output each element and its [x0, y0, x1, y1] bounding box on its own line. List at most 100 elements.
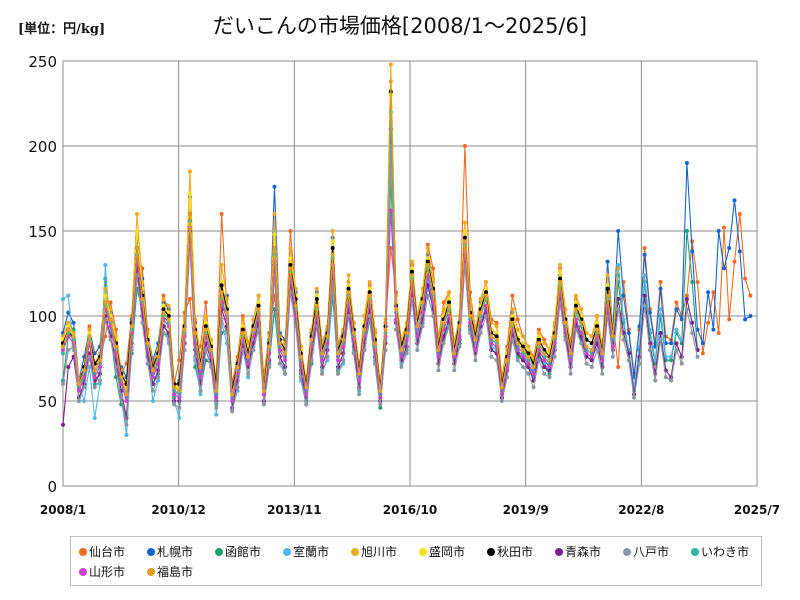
data-point: [684, 229, 689, 233]
data-point: [653, 358, 658, 363]
legend-item: 函館市: [215, 543, 261, 560]
data-point: [431, 290, 436, 295]
data-point: [642, 252, 647, 257]
data-point: [637, 361, 642, 366]
data-point: [690, 249, 695, 254]
data-point: [246, 371, 251, 376]
data-point: [240, 331, 245, 335]
data-point: [267, 365, 272, 369]
data-point: [642, 293, 647, 298]
data-point: [261, 392, 266, 397]
data-point: [716, 331, 721, 335]
data-point: [399, 348, 404, 352]
data-point: [298, 354, 303, 359]
data-point: [462, 235, 467, 240]
x-tick-label: 2025/7: [734, 503, 780, 517]
data-point: [531, 385, 536, 390]
data-point: [515, 358, 520, 363]
data-point: [452, 354, 457, 359]
data-point: [595, 324, 599, 329]
data-point: [441, 320, 446, 325]
data-point: [256, 303, 261, 308]
data-point: [499, 392, 504, 397]
data-point: [66, 320, 71, 325]
data-point: [499, 385, 504, 390]
data-point: [647, 310, 652, 315]
data-point: [166, 314, 171, 318]
data-point: [558, 269, 562, 274]
x-tick-label: 2008/1: [40, 503, 86, 517]
data-point: [177, 358, 182, 363]
data-point: [727, 317, 732, 322]
data-point: [621, 293, 626, 298]
data-point: [98, 382, 102, 386]
data-point: [230, 409, 235, 414]
data-point: [172, 385, 176, 390]
data-point: [425, 263, 430, 267]
data-point: [156, 361, 161, 366]
legend-label: 福島市: [157, 565, 194, 579]
data-point: [61, 382, 65, 386]
data-point: [573, 293, 578, 298]
data-point: [684, 297, 689, 301]
data-point: [336, 371, 340, 376]
data-point: [542, 371, 547, 376]
data-point: [203, 314, 208, 318]
data-point: [674, 307, 679, 312]
data-point: [98, 378, 102, 383]
data-point: [272, 246, 277, 250]
data-point: [674, 327, 679, 332]
data-point: [198, 392, 203, 397]
data-point: [394, 307, 399, 312]
data-point: [161, 303, 166, 308]
data-point: [542, 358, 547, 363]
legend-item: 山形市: [79, 563, 125, 580]
data-point: [61, 422, 65, 427]
data-point: [182, 327, 187, 332]
data-point: [203, 348, 208, 352]
data-point: [272, 232, 277, 237]
data-point: [410, 269, 414, 274]
data-point: [589, 365, 594, 369]
legend-marker: [623, 547, 631, 556]
data-point: [695, 280, 700, 284]
data-point: [256, 293, 261, 298]
data-point: [304, 385, 309, 390]
data-point: [214, 395, 219, 400]
data-point: [246, 361, 251, 366]
data-point: [457, 334, 462, 339]
data-point: [542, 341, 547, 346]
data-point: [367, 280, 372, 284]
data-point: [669, 358, 674, 363]
data-point: [166, 317, 171, 322]
data-point: [521, 348, 525, 352]
data-point: [351, 331, 356, 335]
data-point: [420, 310, 425, 315]
data-point: [642, 303, 647, 308]
data-point: [140, 297, 145, 301]
data-point: [447, 290, 451, 295]
data-point: [235, 385, 240, 390]
data-point: [748, 293, 753, 298]
data-point: [124, 433, 129, 437]
data-point: [346, 283, 351, 288]
data-point: [288, 229, 293, 233]
data-point: [468, 331, 473, 335]
data-point: [219, 212, 224, 216]
data-point: [684, 161, 689, 165]
data-point: [473, 337, 478, 342]
data-point: [108, 317, 113, 322]
data-point: [240, 324, 245, 329]
data-point: [309, 337, 314, 342]
data-point: [277, 341, 282, 346]
data-point: [145, 341, 150, 346]
y-tick-label: 0: [47, 478, 57, 496]
data-point: [198, 365, 203, 369]
data-point: [66, 334, 71, 339]
data-point: [706, 290, 711, 295]
data-point: [240, 327, 245, 332]
data-point: [536, 341, 541, 346]
data-point: [589, 348, 594, 352]
data-point: [536, 334, 541, 339]
